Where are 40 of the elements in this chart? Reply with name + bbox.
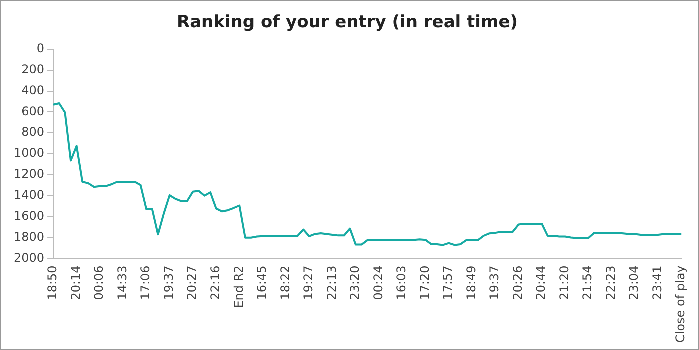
- x-tick-label: 18:49: [464, 266, 478, 300]
- x-tick-label: Close of play: [674, 266, 688, 344]
- x-tick-label: 22:23: [604, 266, 618, 300]
- y-tick-label: 400: [22, 83, 45, 98]
- x-tick-label: 20:26: [510, 266, 525, 300]
- y-tick-label: 1200: [14, 167, 45, 182]
- x-tick-label: 16:45: [255, 266, 270, 300]
- x-tick-label: 22:16: [208, 266, 222, 300]
- x-tick-label: 18:50: [46, 266, 60, 300]
- y-tick-label: 1600: [14, 208, 45, 223]
- x-tick-label: 18:22: [278, 266, 292, 300]
- x-tick-label: 17:20: [418, 266, 432, 300]
- x-tick-label: 20:14: [68, 266, 83, 300]
- x-tick-label: 19:37: [488, 266, 502, 300]
- x-tick-label: 19:37: [162, 266, 176, 300]
- x-tick-label: 23:04: [627, 266, 642, 300]
- y-tick-label: 200: [22, 62, 45, 76]
- x-tick-label: 21:54: [580, 266, 595, 300]
- x-tick-label: 14:33: [115, 266, 130, 300]
- x-tick-label: End R2: [232, 266, 246, 308]
- x-tick-label: 17:57: [441, 266, 456, 300]
- y-tick-label: 0: [36, 42, 45, 56]
- x-tick-label: 22:13: [324, 266, 339, 300]
- x-tick-label: 23:41: [650, 266, 664, 300]
- chart-title: Ranking of your entry (in real time): [176, 12, 518, 33]
- x-tick-label: 17:06: [138, 266, 153, 300]
- x-tick-label: 00:06: [92, 266, 106, 300]
- y-tick-label: 1800: [14, 230, 45, 244]
- y-tick-label: 1400: [14, 188, 45, 202]
- x-tick-label: 19:27: [302, 266, 316, 300]
- x-tick-label: 23:20: [348, 266, 362, 300]
- y-tick-label: 800: [22, 125, 45, 140]
- x-tick-label: 16:03: [394, 266, 409, 300]
- x-tick-label: 00:24: [371, 266, 386, 300]
- x-tick-label: 21:20: [557, 266, 572, 300]
- x-tick-label: 20:27: [185, 266, 200, 300]
- y-tick-label: 2000: [14, 250, 45, 265]
- x-tick-label: 20:44: [534, 266, 548, 300]
- y-tick-label: 600: [22, 104, 45, 118]
- y-tick-label: 1000: [14, 146, 45, 160]
